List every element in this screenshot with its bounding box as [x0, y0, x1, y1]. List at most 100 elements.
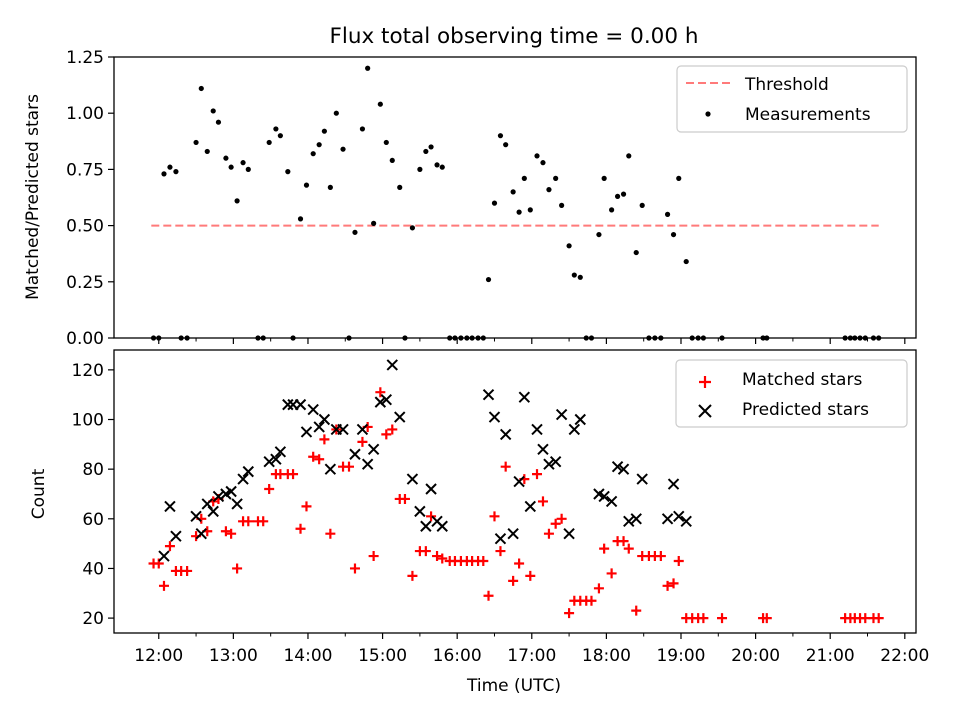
predicted-star-point: [537, 443, 549, 456]
top-legend: Threshold Measurements: [676, 65, 908, 133]
measurement-point: [428, 144, 434, 150]
matched-star-point: [593, 583, 604, 594]
predicted-star-point: [337, 423, 349, 436]
matched-star-point: [232, 563, 243, 574]
predicted-star-point: [518, 391, 531, 403]
predicted-star-point: [598, 490, 610, 503]
predicted-star-point: [543, 458, 555, 470]
measurement-point: [417, 166, 423, 172]
matched-star-point: [618, 536, 629, 547]
matched-star-point: [623, 543, 634, 554]
bottom-x-tick-label: 21:00: [806, 646, 855, 666]
predicted-star-point: [436, 520, 448, 532]
predicted-star-point: [482, 388, 495, 401]
matched-star-point: [543, 528, 554, 539]
top-y-tick-label: 1.00: [66, 104, 104, 124]
matched-star-point: [357, 436, 368, 447]
predicted-star-point: [636, 473, 648, 485]
measurement-point: [359, 126, 366, 132]
bottom-y-tick-label: 20: [82, 609, 104, 629]
predicted-star-point: [555, 408, 568, 421]
measurement-point: [371, 220, 377, 226]
bottom-y-axis-label: Count: [29, 468, 49, 519]
matched-star-point: [586, 595, 597, 606]
top-axes-frame: [113, 56, 917, 339]
matched-star-point: [500, 461, 511, 472]
bottom-x-tick-label: 14:00: [283, 646, 332, 666]
matched-star-point: [599, 543, 610, 554]
measurement-point: [340, 146, 346, 152]
bottom-x-tick-label: 13:00: [209, 646, 258, 666]
bottom-y-tick-label: 120: [72, 361, 104, 381]
matched-star-point: [407, 570, 418, 581]
measurement-point: [193, 139, 199, 146]
matched-star-point: [537, 496, 548, 507]
predicted-star-point: [630, 513, 642, 525]
predicted-star-point: [263, 456, 275, 468]
predicted-star-point: [313, 421, 325, 433]
matched-star-point: [556, 513, 567, 524]
matched-star-point: [564, 608, 575, 619]
matched-legend-swatch: [699, 376, 711, 388]
matched-star-point: [301, 501, 312, 512]
measurement-point: [234, 198, 240, 204]
bottom-panel: 20 40 60 80 100 120 12:00 13:00 14:00 15:00 16:00…: [29, 349, 929, 696]
predicted-star-point: [661, 513, 674, 525]
top-y-tick-label: 0.25: [66, 273, 104, 293]
top-y-tick-label: 0.00: [66, 329, 104, 349]
predicted-star-point: [164, 500, 176, 513]
matched-star-point: [258, 516, 269, 527]
bottom-legend-frame: [675, 359, 908, 428]
bottom-x-axis: 12:00 13:00 14:00 15:00 16:00 17:00 18:00 19:00…: [134, 633, 929, 666]
measurement-point: [245, 166, 251, 172]
measurement-point: [571, 272, 577, 278]
bottom-axes-frame: [113, 349, 917, 634]
predicted-star-point: [568, 423, 581, 436]
bottom-x-tick-label: 15:00: [358, 646, 407, 666]
predicted-star-point: [361, 458, 374, 470]
predicted-star-point: [158, 550, 170, 562]
measurement-point: [609, 207, 615, 213]
matched-star-point: [673, 556, 684, 567]
matched-legend-label: Matched stars: [742, 370, 862, 390]
matched-star-point: [375, 387, 386, 398]
measurement-point: [303, 182, 310, 188]
measurement-point: [434, 162, 440, 168]
bottom-y-tick-label: 100: [72, 411, 104, 431]
predicted-star-point: [201, 498, 213, 510]
measurement-point: [198, 85, 204, 92]
top-x-axis-ticks: [158, 338, 906, 344]
top-y-axis-label: Matched/Predicted stars: [23, 94, 43, 300]
matched-star-point: [495, 546, 506, 557]
matched-star-point: [606, 568, 617, 579]
predicted-star-point: [394, 411, 406, 423]
matched-star-point: [668, 578, 679, 589]
matched-star-point: [164, 541, 175, 552]
predicted-star-point: [367, 443, 380, 456]
matched-star-point: [489, 511, 500, 522]
measurement-point: [266, 139, 272, 146]
measurement-point: [173, 169, 179, 175]
matched-star-point: [349, 563, 360, 574]
predicted-star-point: [507, 527, 519, 540]
measurement-point: [540, 160, 546, 166]
measurement-point: [277, 133, 283, 139]
measurement-point: [527, 207, 533, 213]
matched-star-point: [182, 565, 193, 576]
measurement-point: [670, 231, 677, 238]
measurement-point: [683, 258, 689, 265]
predicted-star-point: [349, 448, 361, 460]
predicted-star-point: [170, 530, 182, 542]
matched-star-point: [381, 429, 392, 440]
matched-star-point: [761, 613, 772, 624]
measurement-point: [204, 148, 210, 155]
matched-star-point: [243, 516, 254, 527]
measurement-point: [521, 175, 527, 181]
matched-star-point: [426, 511, 437, 522]
predicted-star-point: [667, 478, 680, 490]
predicted-star-point: [237, 473, 249, 485]
measurement-point: [409, 225, 416, 231]
measurement-point: [439, 164, 445, 170]
predicted-star-point: [488, 411, 501, 423]
threshold-legend-label: Threshold: [744, 75, 829, 95]
